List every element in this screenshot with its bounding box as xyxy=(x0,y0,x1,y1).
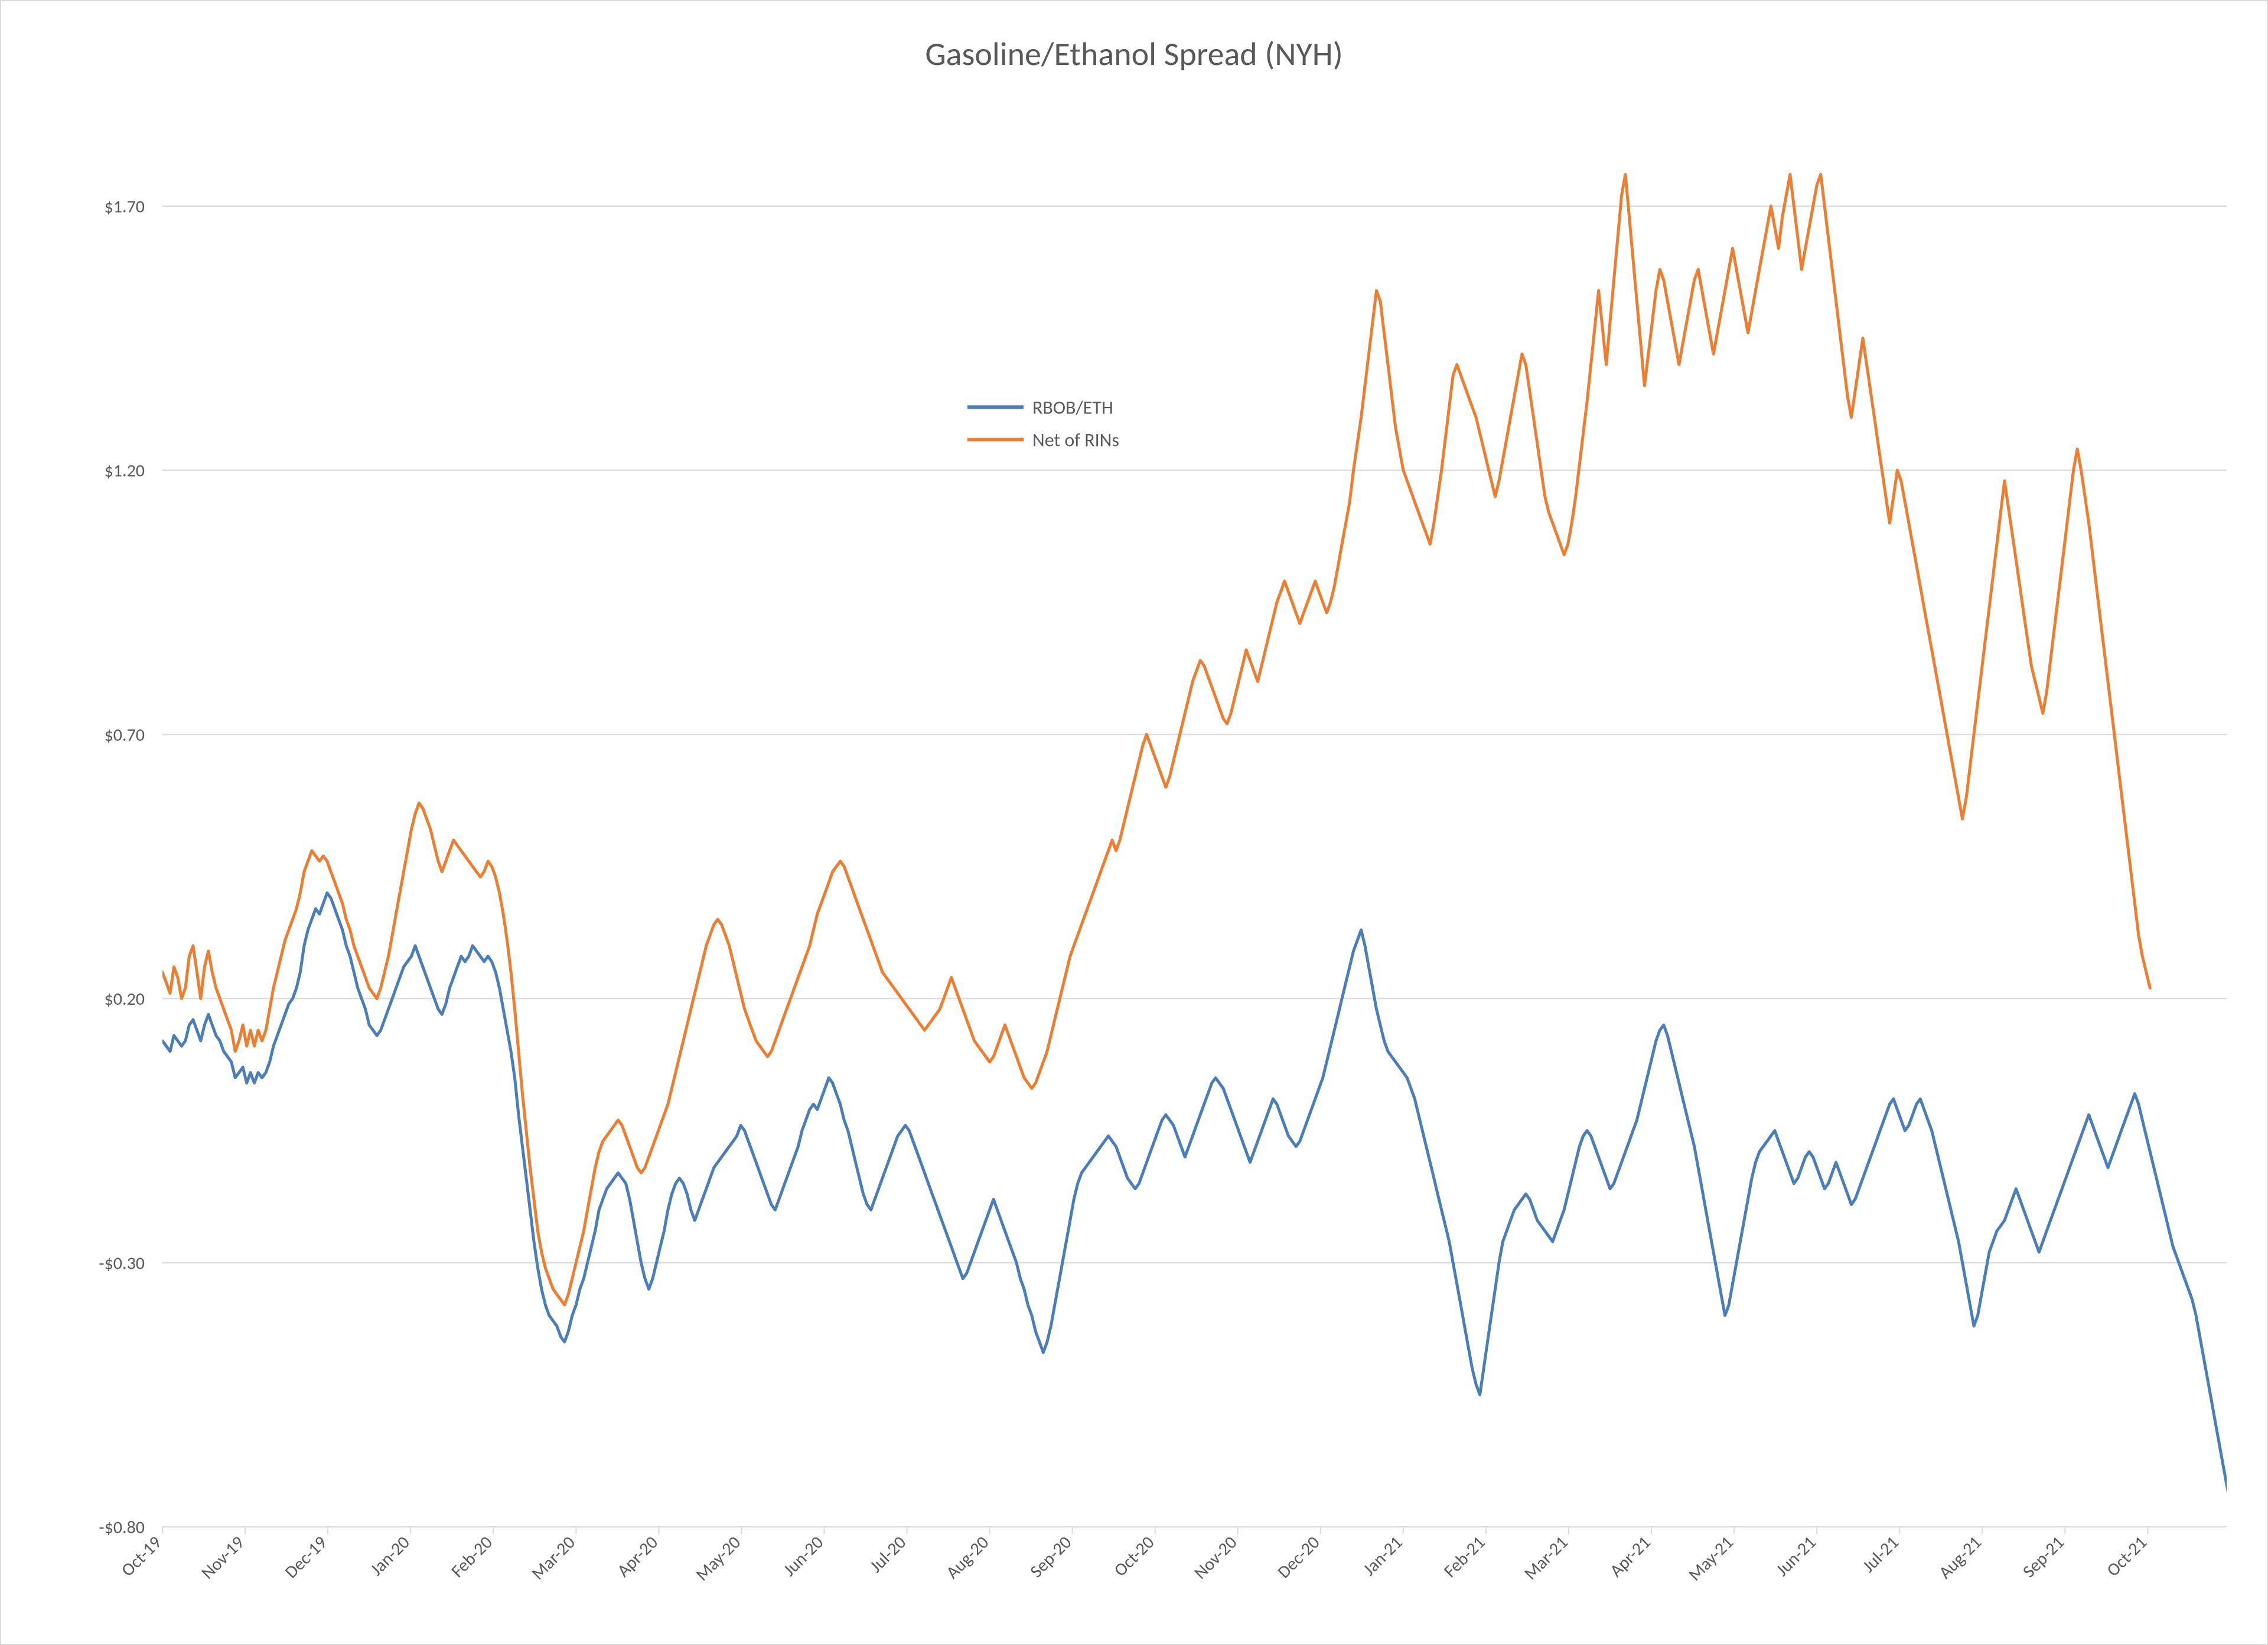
y-tick-label: -$0.30 xyxy=(99,1252,145,1274)
y-tick-label: -$0.80 xyxy=(99,1517,145,1539)
y-tick-label: $1.70 xyxy=(105,196,145,217)
y-tick-label: $0.70 xyxy=(105,724,145,746)
spread-chart: -$0.80-$0.30$0.20$0.70$1.20$1.70Oct-19No… xyxy=(0,0,2268,1645)
legend-label: RBOB/ETH xyxy=(1032,396,1113,419)
chart-title: Gasoline/Ethanol Spread (NYH) xyxy=(925,34,1342,74)
y-tick-label: $0.20 xyxy=(105,988,145,1010)
legend-label: Net of RINs xyxy=(1032,428,1119,451)
chart-container: -$0.80-$0.30$0.20$0.70$1.20$1.70Oct-19No… xyxy=(0,0,2268,1645)
y-tick-label: $1.20 xyxy=(105,460,145,482)
